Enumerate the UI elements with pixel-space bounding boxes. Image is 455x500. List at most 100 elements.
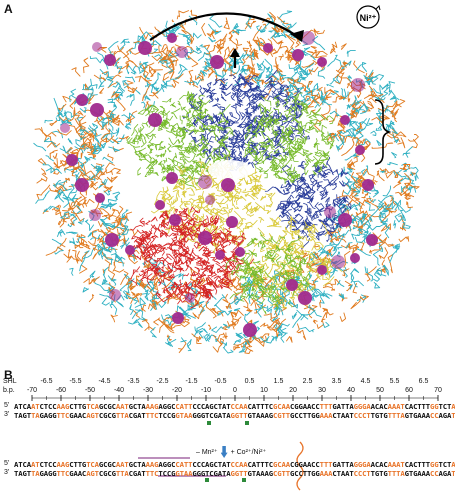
structure-strand [307, 80, 313, 88]
structure-strand [170, 123, 178, 131]
sequence-segment: CGTT [272, 469, 290, 478]
structure-strand [250, 237, 256, 245]
structure-strand [342, 182, 352, 195]
structure-strand [162, 243, 171, 249]
structure-strand [151, 50, 165, 62]
structure-strand [296, 323, 302, 334]
structure-strand [177, 213, 188, 221]
sequence-segment: TGTG [370, 411, 388, 420]
structure-strand [204, 205, 211, 215]
sequence-segment: AGT [86, 411, 99, 420]
structure-strand [204, 251, 215, 257]
structure-strand [269, 273, 281, 281]
structure-strand [179, 317, 190, 328]
structure-strand [378, 203, 390, 210]
structure-strand [44, 119, 53, 124]
structure-strand [338, 200, 348, 208]
bp-tick-label: 40 [347, 387, 355, 394]
structure-strand [147, 44, 160, 55]
structure-strand [212, 158, 221, 166]
structure-strand [247, 264, 255, 270]
structure-strand [94, 171, 106, 180]
structure-strand [170, 108, 181, 119]
structure-strand [179, 306, 189, 317]
sequence-segment: GGGA [353, 460, 371, 469]
structure-strand [170, 247, 174, 254]
structure-strand [350, 299, 361, 310]
metal-ion-sphere [331, 255, 345, 269]
structure-strand [313, 143, 318, 148]
structure-strand [217, 238, 226, 246]
structure-strand [92, 248, 103, 260]
sequence-segment: TA [30, 469, 40, 478]
site-marker-3 [205, 478, 209, 482]
structure-strand [246, 179, 253, 185]
structure-strand [176, 261, 184, 267]
structure-strand [392, 128, 398, 135]
structure-strand [268, 285, 276, 290]
structure-strand [222, 346, 234, 354]
structure-strand [49, 120, 58, 127]
structure-strand [167, 242, 177, 247]
structure-strand [107, 224, 119, 231]
structure-strand [226, 190, 234, 199]
structure-strand [197, 273, 203, 278]
structure-strand [155, 243, 163, 254]
structure-strand [358, 180, 366, 187]
structure-strand [230, 149, 237, 155]
structure-strand [115, 294, 125, 308]
structure-strand [247, 51, 255, 59]
sequence-segment: CTCC [39, 460, 57, 469]
sequence-segment: GCTA [128, 460, 146, 469]
structure-strand [234, 268, 244, 277]
structure-strand [322, 276, 335, 287]
structure-strand [234, 137, 244, 143]
structure-strand [321, 172, 326, 178]
structure-strand [179, 90, 190, 100]
structure-strand [269, 217, 279, 226]
structure-strand [194, 216, 203, 229]
structure-strand [172, 159, 183, 165]
structure-strand [320, 96, 332, 106]
structure-strand [101, 220, 109, 230]
down-arrow-icon [220, 446, 228, 458]
structure-strand [168, 273, 175, 279]
structure-strand [214, 123, 224, 130]
structure-strand [303, 62, 315, 73]
structure-strand [254, 289, 257, 293]
sequence-segment: AAT [115, 460, 129, 469]
structure-strand [274, 303, 279, 312]
structure-strand [197, 110, 203, 119]
structure-strand [388, 169, 398, 176]
structure-strand [394, 200, 399, 211]
structure-strand [196, 260, 206, 266]
structure-strand [284, 271, 292, 277]
sequence-segment: TTTA [387, 411, 405, 420]
structure-strand [260, 279, 265, 286]
structure-strand [238, 343, 246, 353]
structure-strand [402, 182, 413, 195]
structure-strand [53, 183, 72, 192]
structure-strand [171, 160, 179, 167]
structure-strand [242, 47, 250, 55]
structure-strand [283, 155, 297, 168]
sequence-segment: CCCT [353, 469, 371, 478]
structure-strand [170, 224, 180, 231]
structure-strand [98, 178, 107, 189]
structure-strand [178, 289, 184, 299]
structure-strand [164, 193, 174, 201]
structure-strand [346, 162, 354, 170]
structure-strand [296, 178, 306, 183]
structure-strand [214, 44, 225, 55]
structure-strand [329, 88, 346, 100]
structure-strand [84, 219, 95, 231]
structure-strand [218, 138, 225, 146]
sequence-segment: TA [451, 411, 455, 420]
structure-strand [219, 284, 224, 290]
structure-strand [221, 325, 228, 331]
structure-strand [80, 150, 84, 159]
sequence-segment: CATT [175, 460, 193, 469]
structure-strand [355, 61, 368, 72]
structure-strand [381, 266, 386, 274]
metal-ion-sphere [185, 293, 195, 303]
